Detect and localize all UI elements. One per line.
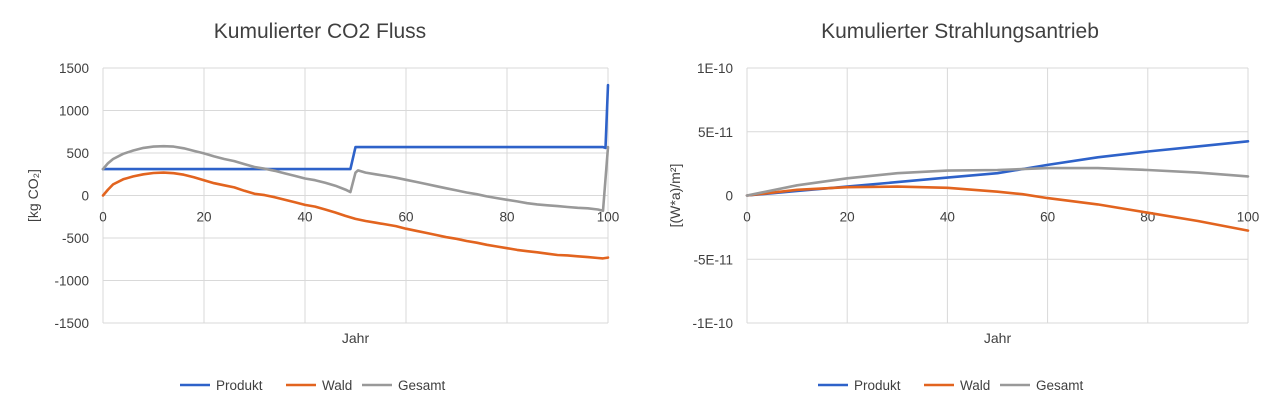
legend-label-wald: Wald	[960, 378, 990, 393]
series-line-produkt	[101, 83, 610, 171]
x-tick-label: 100	[597, 210, 620, 225]
y-tick-label: -1000	[54, 274, 89, 289]
x-tick-label: 60	[1040, 210, 1055, 225]
x-axis-title: Jahr	[984, 330, 1012, 346]
x-tick-label: 20	[196, 210, 211, 225]
y-tick-label: 1000	[59, 104, 89, 119]
x-tick-label: 0	[743, 210, 751, 225]
x-tick-label: 20	[840, 210, 855, 225]
series-line-wald	[101, 171, 610, 260]
y-tick-label: -500	[62, 231, 89, 246]
x-tick-label: 100	[1237, 210, 1260, 225]
y-tick-label: -1E-10	[692, 316, 733, 331]
y-axis-title: [(W*a)/m²]	[667, 164, 683, 228]
legend-label-produkt: Produkt	[216, 378, 263, 393]
series-line-gesamt	[101, 144, 610, 213]
x-axis-title: Jahr	[342, 330, 370, 346]
chart-2: Kumulierter Strahlungsantrieb 1E-10 5E-11 0…	[667, 20, 1259, 393]
y-axis-title: [kg CO₂]	[25, 169, 41, 222]
x-tick-label: 60	[398, 210, 413, 225]
y-tick-label: 5E-11	[698, 125, 733, 140]
y-tick-label: 500	[66, 146, 89, 161]
chart-title: Kumulierter Strahlungsantrieb	[821, 20, 1099, 43]
y-tick-label: -5E-11	[693, 252, 733, 267]
legend-label-produkt: Produkt	[854, 378, 901, 393]
x-tick-label: 40	[940, 210, 955, 225]
chart-title: Kumulierter CO2 Fluss	[214, 20, 426, 43]
legend-label-gesamt: Gesamt	[398, 378, 446, 393]
y-tick-label: 1500	[59, 61, 89, 76]
x-tick-label: 40	[297, 210, 312, 225]
y-tick-label: 0	[81, 189, 89, 204]
series-line-gesamt	[745, 166, 1250, 197]
y-tick-label: 0	[725, 189, 733, 204]
x-tick-label: 0	[99, 210, 107, 225]
y-tick-label: 1E-10	[697, 61, 733, 76]
series-line-wald	[745, 185, 1250, 232]
legend-label-gesamt: Gesamt	[1036, 378, 1084, 393]
y-tick-label: -1500	[54, 316, 89, 331]
x-tick-label: 80	[499, 210, 514, 225]
legend-label-wald: Wald	[322, 378, 352, 393]
chart-1: Kumulierter CO2 Fluss150010005000-500-10…	[25, 20, 619, 393]
